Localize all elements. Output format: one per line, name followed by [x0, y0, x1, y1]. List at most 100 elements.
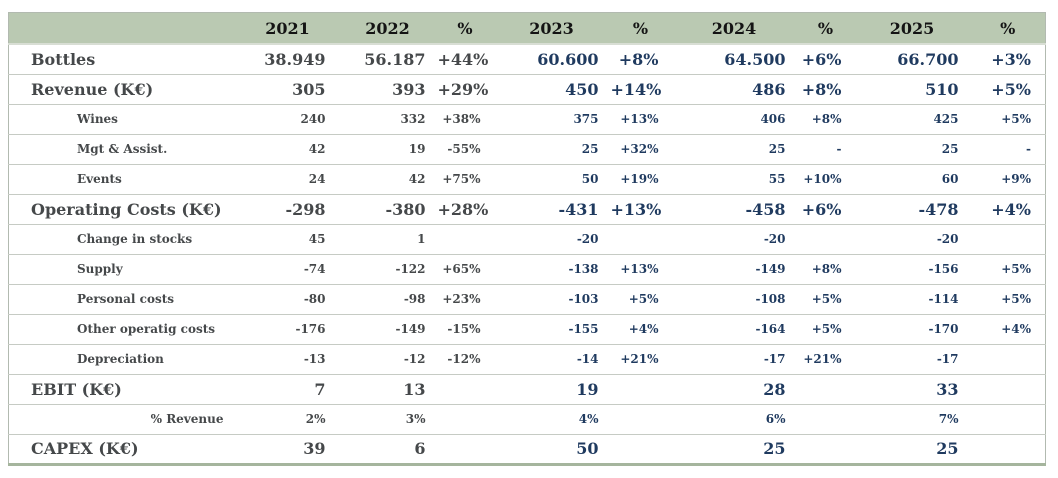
value-cell: +5% — [970, 283, 1046, 314]
row-label: % Revenue — [8, 403, 238, 434]
column-header: 2025 — [853, 12, 971, 45]
value-cell: -164 — [670, 313, 798, 344]
value-cell: +8% — [797, 253, 854, 284]
value-cell: 42 — [237, 133, 338, 164]
value-cell: 332 — [337, 103, 438, 134]
value-cell: 60.600 — [537, 49, 599, 69]
value-cell: -20 — [853, 223, 971, 254]
table-row: Operating Costs (K€) -298 -380 +28% -431 +13%… — [8, 193, 1046, 224]
value-cell: 50 — [492, 163, 611, 194]
value-cell — [970, 373, 1046, 404]
value-cell: +13% — [610, 103, 671, 134]
value-cell: 25 — [853, 433, 971, 464]
row-label-column-header — [8, 12, 238, 45]
value-cell: +5% — [970, 73, 1046, 104]
value-cell: -103 — [492, 283, 611, 314]
table-row: Personal costs -80 -98 +23% -103 +5% -108 +5% -1… — [8, 283, 1046, 314]
value-cell — [437, 403, 493, 434]
value-cell: +5% — [797, 313, 854, 344]
value-cell: +32% — [610, 133, 671, 164]
row-label: Change in stocks — [8, 223, 238, 254]
value-cell: 6 — [337, 433, 438, 464]
row-label: Operating Costs (K€) — [8, 193, 238, 224]
table-row: Mgt & Assist. 42 19 -55% 25 +32% 25-25- — [8, 133, 1046, 164]
value-cell: 19 — [492, 373, 611, 404]
value-cell: -155 — [492, 313, 611, 344]
row-label: Mgt & Assist. — [8, 133, 238, 164]
value-cell — [437, 373, 493, 404]
value-cell: 13 — [337, 373, 438, 404]
value-cell: -20 — [670, 223, 798, 254]
value-cell: 7 — [237, 373, 338, 404]
value-cell: -478 — [853, 193, 971, 224]
value-cell: +4% — [970, 313, 1046, 344]
value-cell: 28 — [670, 373, 798, 404]
value-cell — [610, 433, 671, 464]
value-cell: -15% — [437, 313, 493, 344]
value-cell: -17 — [670, 343, 798, 374]
row-label: Bottles — [31, 49, 96, 69]
column-header: % — [610, 12, 671, 45]
value-cell: +5% — [797, 283, 854, 314]
value-cell: +19% — [610, 163, 671, 194]
value-cell: 64.500 — [724, 49, 786, 69]
value-cell — [970, 433, 1046, 464]
value-cell: +29% — [437, 73, 493, 104]
value-cell: -380 — [337, 193, 438, 224]
table-row: Change in stocks 45 1 -20 -20 -20 — [8, 223, 1046, 254]
value-cell — [970, 343, 1046, 374]
value-cell: -156 — [853, 253, 971, 284]
value-cell: +14% — [610, 73, 671, 104]
column-header: % — [970, 12, 1046, 45]
value-cell: 3% — [337, 403, 438, 434]
value-cell: 240 — [237, 103, 338, 134]
row-label: Other operatig costs — [8, 313, 238, 344]
value-cell: 486 — [670, 73, 798, 104]
value-cell: 60 — [853, 163, 971, 194]
value-cell: +5% — [970, 253, 1046, 284]
value-cell — [437, 433, 493, 464]
value-cell: 375 — [492, 103, 611, 134]
value-cell: +6% — [797, 193, 854, 224]
value-cell: 50 — [492, 433, 611, 464]
value-cell: 25 — [670, 433, 798, 464]
value-cell: +8% — [797, 103, 854, 134]
value-cell — [797, 223, 854, 254]
value-cell: -98 — [337, 283, 438, 314]
value-cell: 25 — [670, 133, 798, 164]
value-cell: +10% — [797, 163, 854, 194]
value-cell: -122 — [337, 253, 438, 284]
value-cell: 33 — [853, 373, 971, 404]
value-cell: +23% — [437, 283, 493, 314]
value-cell: -55% — [437, 133, 493, 164]
value-cell: +5% — [610, 283, 671, 314]
value-cell — [610, 403, 671, 434]
value-cell: 39 — [237, 433, 338, 464]
row-label: Events — [8, 163, 238, 194]
value-cell — [610, 223, 671, 254]
value-cell: -138 — [492, 253, 611, 284]
value-cell: 450 — [492, 73, 611, 104]
financial-projection-table: 2021 2022% 2023% 2024% 2025% Bottles 38.949 56… — [8, 12, 1046, 466]
column-header: % — [437, 12, 493, 45]
value-cell: -114 — [853, 283, 971, 314]
value-cell: -431 — [492, 193, 611, 224]
value-cell — [970, 223, 1046, 254]
value-cell: 66.700 — [897, 49, 959, 69]
value-cell: +4% — [970, 193, 1046, 224]
value-cell: +3% — [991, 49, 1031, 69]
value-cell: -108 — [670, 283, 798, 314]
value-cell: 305 — [237, 73, 338, 104]
row-label: CAPEX (K€) — [8, 433, 238, 464]
table-row: % Revenue 2% 3% 4% 6% 7% — [8, 403, 1046, 434]
value-cell: 25 — [492, 133, 611, 164]
row-label: Depreciation — [8, 343, 238, 374]
value-cell: - — [970, 133, 1046, 164]
value-cell: 1 — [337, 223, 438, 254]
table-row: Bottles 38.949 56.187 +44% 60.600 +8% 64.500 +6… — [9, 44, 1046, 74]
value-cell — [437, 223, 493, 254]
value-cell: 42 — [337, 163, 438, 194]
value-cell: +13% — [610, 193, 671, 224]
value-cell: +13% — [610, 253, 671, 284]
